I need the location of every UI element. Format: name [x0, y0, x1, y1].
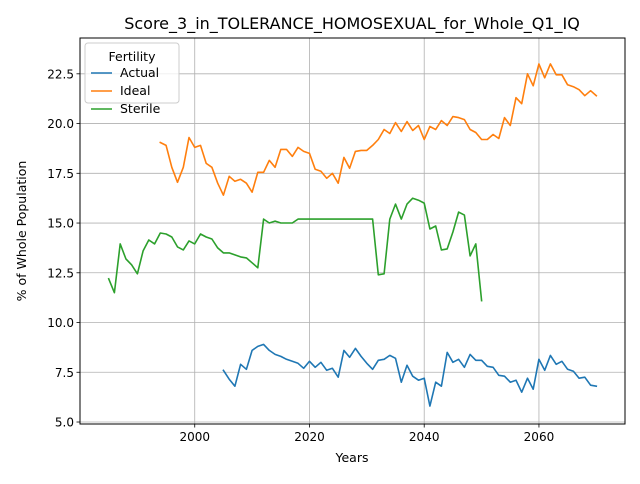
y-axis-label: % of Whole Population: [14, 161, 29, 302]
y-tick-label: 22.5: [47, 67, 74, 81]
legend-title: Fertility: [109, 49, 157, 64]
series-line-actual: [222, 343, 598, 407]
y-axis: 5.0 7.5 10.0 12.5 15.0 17.5 20.0 22.5: [47, 67, 80, 430]
grid-lines: [80, 38, 625, 424]
legend-label-ideal: Ideal: [120, 83, 150, 98]
plot-frame: [79, 37, 626, 425]
y-tick-label: 17.5: [47, 167, 74, 181]
x-tick-label: 2060: [524, 430, 555, 444]
y-tick-label: 20.0: [47, 117, 74, 131]
x-axis: 2000 2020 2040 2060: [179, 424, 554, 444]
y-tick-label: 5.0: [55, 416, 74, 430]
x-tick-label: 2040: [409, 430, 440, 444]
legend-label-actual: Actual: [120, 65, 159, 80]
legend-entries: Actual Ideal Sterile: [91, 65, 161, 116]
series-lines: [107, 63, 598, 407]
y-tick-label: 12.5: [47, 266, 74, 280]
legend-box: [84, 42, 180, 104]
y-tick-label: 7.5: [55, 366, 74, 380]
y-tick-label: 10.0: [47, 316, 74, 330]
x-axis-label: Years: [335, 450, 369, 465]
chart-title: Score_3_in_TOLERANCE_HOMOSEXUAL_for_Whol…: [124, 14, 580, 34]
y-tick-label: 15.0: [47, 217, 74, 231]
x-tick-label: 2000: [179, 430, 210, 444]
legend: Fertility Actual Ideal Sterile: [84, 42, 180, 116]
legend-label-sterile: Sterile: [120, 101, 161, 116]
series-line-sterile: [107, 197, 483, 302]
series-line-ideal: [159, 63, 598, 196]
x-tick-label: 2020: [294, 430, 325, 444]
